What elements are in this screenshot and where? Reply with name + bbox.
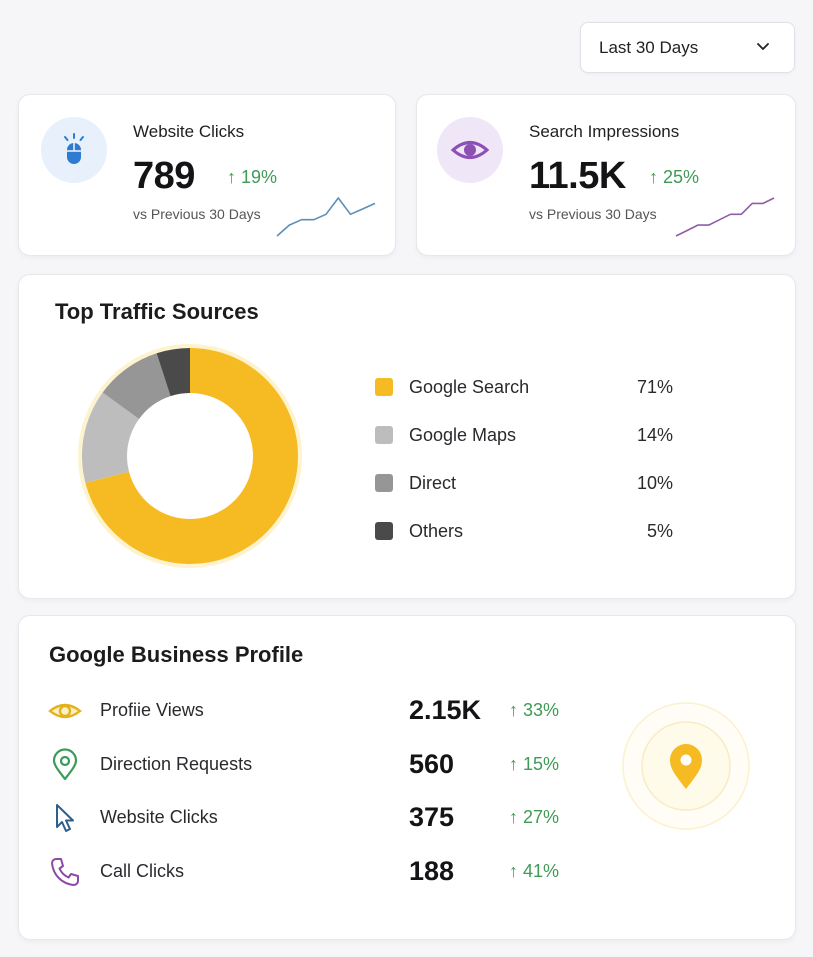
metric-value: 375 (409, 802, 455, 832)
metric-delta: ↑ 15% (509, 754, 560, 774)
date-range-select[interactable]: Last 30 Days (580, 22, 795, 73)
legend-swatch (375, 378, 393, 396)
metric-label: Website Clicks (100, 807, 218, 827)
legend-swatch (375, 474, 393, 492)
cursor-icon (47, 800, 83, 836)
mouse-icon (41, 117, 107, 183)
donut-slice-direct (102, 353, 171, 419)
metric-value: 2.15K (409, 695, 482, 725)
sparkline-series (276, 197, 376, 237)
location-pin-icon (47, 747, 83, 783)
traffic-donut-chart (78, 344, 302, 568)
section-title: Top Traffic Sources (55, 299, 259, 324)
kpi-value: 789 (133, 155, 195, 197)
legend-value: 71% (636, 377, 673, 397)
legend-label: Google Maps (409, 425, 517, 445)
metric-label: Direction Requests (100, 754, 253, 774)
map-pin-icon (621, 701, 751, 831)
kpi-delta: ↑ 19% (227, 167, 278, 187)
metric-row-profile-views: Profiie Views 2.15K ↑ 33% (47, 691, 607, 731)
metric-row-direction-requests: Direction Requests 560 ↑ 15% (47, 745, 607, 785)
legend-value: 10% (636, 473, 673, 493)
legend-value: 5% (646, 521, 673, 541)
kpi-value: 11.5K (529, 155, 626, 197)
metric-label: Profiie Views (100, 700, 204, 720)
kpi-card-search-impressions: Search Impressions 11.5K ↑ 25% vs Previo… (416, 94, 796, 256)
eye-icon (437, 117, 503, 183)
chevron-down-icon (756, 38, 770, 58)
legend-item: Others 5% (373, 519, 673, 543)
metric-row-call-clicks: Call Clicks 188 ↑ 41% (47, 852, 607, 892)
legend-label: Google Search (409, 377, 530, 397)
donut-slice-others (156, 348, 190, 397)
kpi-subtitle: vs Previous 30 Days (133, 206, 261, 222)
business-profile-card: Google Business Profile Profiie Views 2.… (18, 615, 796, 940)
metric-value: 188 (409, 856, 455, 886)
donut-glow (78, 344, 302, 568)
metric-row-website-clicks: Website Clicks 375 ↑ 27% (47, 798, 607, 838)
date-range-value: Last 30 Days (599, 37, 699, 57)
traffic-sources-card: Top Traffic Sources Google Search 71% Go… (18, 274, 796, 599)
legend-label: Direct (409, 473, 457, 493)
kpi-title: Website Clicks (133, 122, 245, 141)
kpi-delta: ↑ 25% (649, 167, 700, 187)
sparkline (675, 197, 775, 237)
sparkline-series (675, 197, 775, 237)
legend-item: Direct 10% (373, 471, 673, 495)
legend-item: Google Search 71% (373, 375, 673, 399)
section-title: Google Business Profile (49, 642, 304, 667)
metric-delta: ↑ 33% (509, 700, 560, 720)
metric-value: 560 (409, 749, 455, 779)
donut-slice-google-search (85, 348, 298, 564)
metric-label: Call Clicks (100, 861, 185, 881)
metric-delta: ↑ 27% (509, 807, 560, 827)
legend-swatch (375, 426, 393, 444)
legend-value: 14% (636, 425, 673, 445)
kpi-title: Search Impressions (529, 122, 680, 141)
phone-icon (47, 854, 83, 890)
kpi-subtitle: vs Previous 30 Days (529, 206, 657, 222)
kpi-card-website-clicks: Website Clicks 789 ↑ 19% vs Previous 30 … (18, 94, 396, 256)
legend-swatch (375, 522, 393, 540)
donut-slice-google-maps (82, 392, 140, 483)
legend-item: Google Maps 14% (373, 423, 673, 447)
sparkline (276, 197, 376, 237)
metric-delta: ↑ 41% (509, 861, 560, 881)
legend-label: Others (409, 521, 464, 541)
eye-icon (47, 693, 83, 729)
